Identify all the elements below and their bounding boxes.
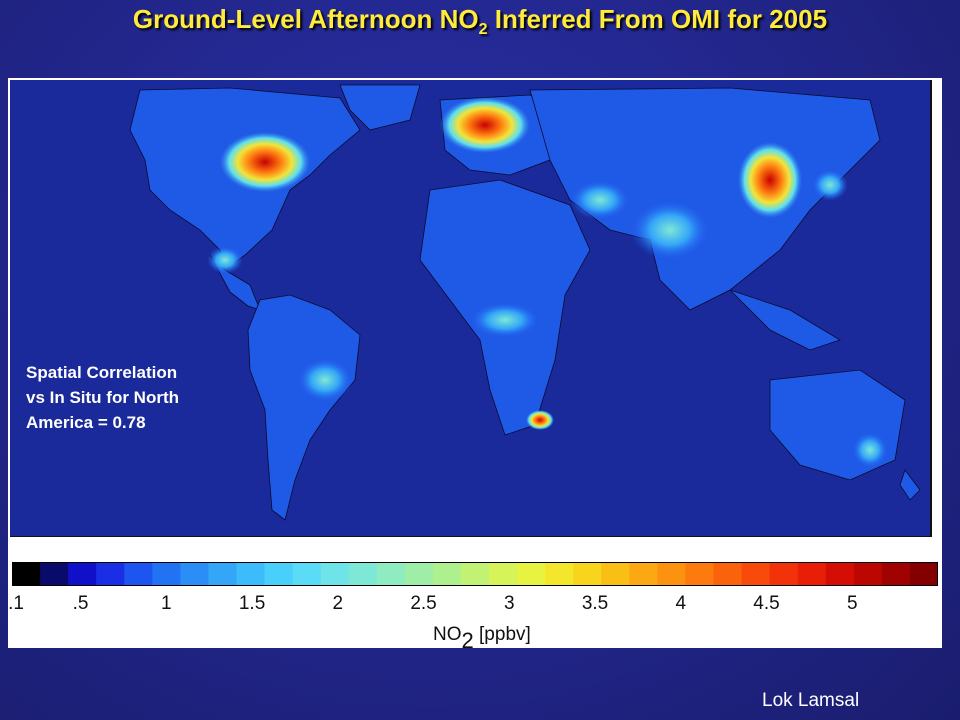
colorbar-swatch <box>96 562 125 586</box>
colorbar-swatch <box>376 562 406 586</box>
colorbar-tick-label: .5 <box>72 593 89 614</box>
colorbar-swatch <box>348 562 378 586</box>
colorbar-swatch <box>180 562 210 586</box>
new-zealand <box>899 469 921 501</box>
page-title: Ground-Level Afternoon NO2 Inferred From… <box>0 4 960 39</box>
colorbar-swatch <box>124 562 153 586</box>
colorbar-label: NO2 [ppbv] <box>433 620 531 653</box>
no2-world-map <box>10 80 932 537</box>
colorbar-swatch <box>629 562 658 586</box>
colorbar-swatch <box>292 562 322 586</box>
pollution-hotspots <box>207 97 888 468</box>
greenland <box>339 84 421 131</box>
hotspot-central-africa <box>470 302 540 338</box>
colorbar <box>12 562 938 586</box>
colorbar-tick-label: 3 <box>503 593 515 614</box>
colorbar-swatch <box>152 562 181 586</box>
colorbar-tick-label: 4.5 <box>753 593 780 614</box>
south-america <box>247 294 361 521</box>
colorbar-swatch <box>264 562 294 586</box>
title-rest: Inferred From OMI for 2005 <box>487 4 828 34</box>
colorbar-border <box>12 562 938 586</box>
colorbar-swatch <box>769 562 799 586</box>
colorbar-swatch <box>489 562 518 586</box>
colorbar-label-unit: [ppbv] <box>473 624 531 645</box>
correlation-line-3: America = 0.78 <box>26 413 146 432</box>
hotspot-brazil <box>297 358 353 402</box>
colorbar-tick-label: 5 <box>846 593 858 614</box>
colorbar-swatch <box>460 562 490 586</box>
colorbar-tick-label: 2 <box>332 593 344 614</box>
colorbar-swatch <box>404 562 434 586</box>
colorbar-swatch <box>825 562 855 586</box>
colorbar-swatch <box>432 562 462 586</box>
colorbar-label-main: NO <box>433 624 462 645</box>
hotspot-india <box>630 200 710 260</box>
colorbar-swatch <box>40 562 69 586</box>
colorbar-swatch <box>741 562 771 586</box>
map-svg <box>10 80 930 536</box>
colorbar-swatch <box>236 562 266 586</box>
colorbar-tick-label: 1 <box>161 593 172 614</box>
colorbar-tick-label: 3.5 <box>581 593 609 614</box>
colorbar-swatch <box>881 562 911 586</box>
correlation-line-1: Spatial Correlation <box>26 363 178 382</box>
colorbar-swatch <box>797 562 827 586</box>
correlation-note: Spatial Correlation vs In Situ for North… <box>26 360 266 435</box>
colorbar-swatch <box>685 562 715 586</box>
correlation-line-2: vs In Situ for North <box>26 388 179 407</box>
title-subscript: 2 <box>478 21 488 39</box>
colorbar-swatch <box>909 562 938 586</box>
colorbar-swatch <box>12 562 41 586</box>
colorbar-tick-label: 4 <box>675 593 687 614</box>
hotspot-eastern-us <box>220 132 310 192</box>
hotspot-mexico <box>207 246 243 274</box>
colorbar-label-sub: 2 <box>461 628 474 653</box>
hotspot-western-europe <box>440 97 530 153</box>
southeast-asia <box>729 289 841 351</box>
hotspot-east-australia <box>852 432 888 468</box>
colorbar-swatch <box>713 562 743 586</box>
colorbar-swatch <box>68 562 97 586</box>
title-main: Ground-Level Afternoon NO <box>132 4 479 34</box>
hotspot-east-china <box>738 142 802 218</box>
hotspot-middle-east <box>570 180 630 220</box>
credit-text: Lok Lamsal <box>762 690 860 711</box>
hotspot-south-africa <box>526 410 554 430</box>
colorbar-swatch <box>320 562 350 586</box>
hotspot-japan <box>812 169 848 201</box>
colorbar-swatch <box>545 562 574 586</box>
colorbar-swatch <box>853 562 883 586</box>
colorbar-swatch <box>208 562 238 586</box>
colorbar-tick-label: 1.5 <box>238 593 266 614</box>
colorbar-swatch <box>601 562 630 586</box>
colorbar-swatch <box>517 562 546 586</box>
colorbar-tick-label: .1 <box>8 593 24 614</box>
colorbar-tick-label: 2.5 <box>410 593 437 614</box>
colorbar-swatch <box>657 562 687 586</box>
colorbar-swatch <box>573 562 602 586</box>
